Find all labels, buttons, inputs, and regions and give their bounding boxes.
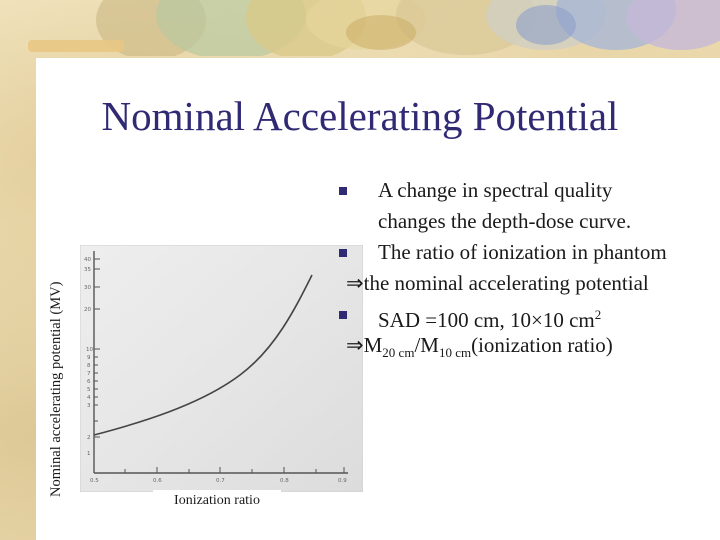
implies-icon: ⇒	[346, 271, 364, 295]
implies-icon: ⇒	[346, 333, 364, 357]
bullet-item: A change in spectral quality	[334, 175, 720, 206]
ionization-ratio-text: (ionization ratio)	[471, 333, 613, 357]
svg-text:8: 8	[87, 363, 91, 369]
floral-decoration-banner	[96, 0, 720, 56]
subscript-20cm: 20 cm	[382, 345, 415, 361]
scanned-graph-image: 40 35 30 20 10 9 8 7 6 5 4 3 2 1 0.5 0.6 0.7 0.8 0.9	[80, 245, 363, 492]
svg-text:0.8: 0.8	[280, 478, 289, 484]
bullet-text: A change in spectral quality	[378, 178, 613, 202]
times-symbol: ×	[531, 308, 543, 332]
bullet-item: The ratio of ionization in phantom	[334, 237, 720, 268]
implies-item: ⇒M20 cm/M10 cm(ionization ratio)	[334, 330, 720, 361]
field-size-text: 10 cm	[542, 308, 595, 332]
sad-text: SAD =100 cm, 10	[378, 308, 532, 332]
implies-item: ⇒the nominal accelerating potential	[334, 268, 720, 299]
bullet-square-icon	[339, 187, 347, 195]
svg-text:6: 6	[87, 379, 91, 385]
svg-text:7: 7	[87, 371, 91, 377]
superscript-2: 2	[594, 307, 602, 322]
slide-title: Nominal Accelerating Potential	[101, 93, 619, 139]
svg-text:10: 10	[86, 347, 93, 353]
bullet-continuation: changes the depth-dose curve.	[334, 206, 720, 237]
slash-m-text: /M	[414, 333, 439, 357]
svg-text:0.9: 0.9	[338, 478, 347, 484]
implies-text: the nominal accelerating potential	[363, 271, 649, 295]
bullet-item: SAD =100 cm, 10×10 cm2	[334, 299, 720, 332]
svg-text:30: 30	[84, 285, 91, 291]
svg-text:1: 1	[87, 451, 91, 457]
bullet-square-icon	[339, 311, 347, 319]
svg-text:4: 4	[87, 395, 91, 401]
bullet-text: SAD =100 cm, 10×10 cm2	[378, 299, 601, 336]
svg-text:0.7: 0.7	[216, 478, 225, 484]
bullet-text: changes the depth-dose curve.	[378, 209, 632, 233]
y-axis-label: Nominal accelerating potential (MV)	[48, 281, 64, 497]
x-axis-label: Ionization ratio	[153, 490, 281, 512]
svg-text:9: 9	[87, 355, 91, 361]
orange-accent-bar	[28, 40, 124, 52]
svg-text:2: 2	[87, 435, 91, 441]
subscript-10cm: 10 cm	[438, 345, 472, 361]
svg-text:3: 3	[87, 403, 91, 409]
svg-text:20: 20	[84, 307, 91, 313]
bullet-list: A change in spectral quality changes the…	[334, 175, 720, 361]
svg-text:0.5: 0.5	[90, 478, 99, 484]
bullet-text: The ratio of ionization in phantom	[378, 240, 667, 264]
svg-text:40: 40	[84, 257, 91, 263]
svg-text:5: 5	[87, 387, 91, 393]
svg-text:35: 35	[84, 267, 91, 273]
svg-text:0.6: 0.6	[153, 478, 162, 484]
m-text: M	[363, 333, 383, 357]
bullet-square-icon	[339, 249, 347, 257]
